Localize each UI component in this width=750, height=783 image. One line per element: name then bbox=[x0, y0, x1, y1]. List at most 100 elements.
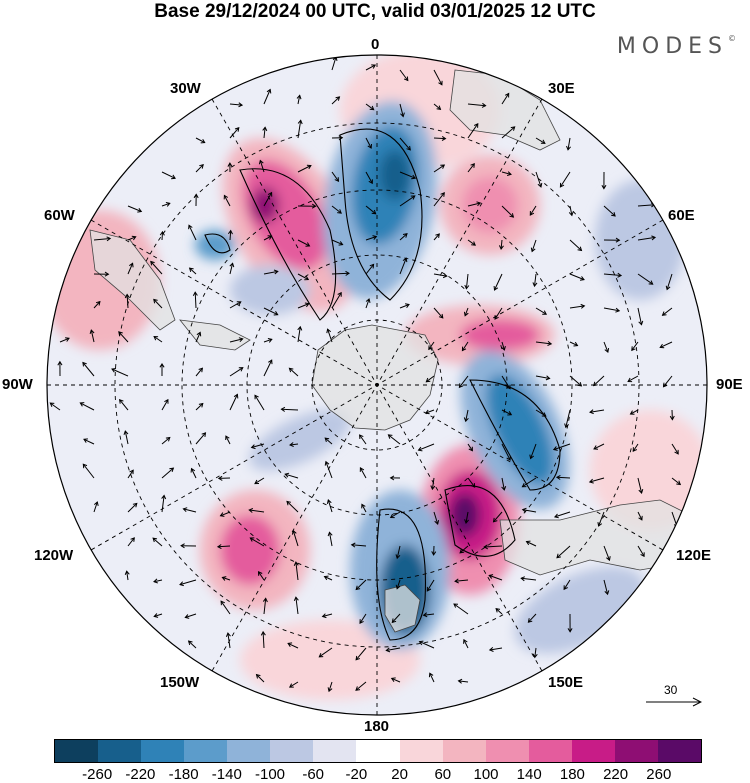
wind-vector-head bbox=[95, 300, 101, 306]
wind-vector-head bbox=[495, 607, 501, 613]
wind-vector-head bbox=[200, 138, 206, 144]
wind-vector bbox=[465, 511, 469, 524]
wind-vector-head bbox=[665, 285, 671, 291]
wind-vector bbox=[126, 571, 129, 581]
wind-vector-head bbox=[192, 291, 198, 296]
wind-vector bbox=[359, 613, 367, 624]
wind-vector-head bbox=[273, 269, 279, 275]
wind-vector-head bbox=[198, 367, 204, 373]
wind-vector-head bbox=[568, 211, 574, 217]
wind-vector-head bbox=[287, 642, 293, 647]
wind-vector bbox=[365, 264, 374, 275]
wind-vector bbox=[528, 613, 537, 623]
wind-vector bbox=[127, 503, 138, 513]
wind-vector bbox=[399, 195, 416, 207]
colorbar-tick-label: 220 bbox=[603, 766, 629, 783]
wind-vector-head bbox=[229, 262, 235, 268]
wind-vector-head bbox=[530, 247, 536, 253]
wind-vector bbox=[388, 434, 401, 445]
colorbar-tick-label: -140 bbox=[211, 766, 242, 783]
wind-vector bbox=[195, 164, 204, 173]
wind-vector bbox=[431, 477, 435, 490]
wind-vector bbox=[529, 205, 537, 216]
wind-vector bbox=[195, 432, 206, 445]
wind-vector bbox=[426, 579, 435, 592]
wind-vector-head bbox=[267, 191, 273, 197]
wind-vector-head bbox=[268, 359, 273, 365]
wind-vector-head bbox=[124, 570, 130, 575]
wind-vector-head bbox=[563, 585, 568, 591]
colorbar-tick-label: -220 bbox=[125, 766, 156, 783]
wind-vector bbox=[522, 509, 537, 513]
wind-vector bbox=[295, 562, 299, 581]
colorbar-swatch bbox=[313, 740, 357, 762]
wind-vector bbox=[467, 123, 479, 139]
colorbar-swatch bbox=[184, 740, 228, 762]
wind-vector-head bbox=[566, 145, 571, 151]
wind-vector-head bbox=[387, 434, 393, 439]
wind-vector bbox=[154, 613, 163, 617]
wind-vector bbox=[531, 239, 537, 252]
wind-vector-head bbox=[132, 502, 138, 508]
wind-vector-head bbox=[161, 494, 167, 500]
wind-vector-head bbox=[422, 612, 428, 618]
wind-vector-head bbox=[196, 331, 202, 337]
wind-vector-head bbox=[182, 507, 188, 513]
wind-vector-head bbox=[293, 561, 299, 567]
colorbar-tick-label: 140 bbox=[516, 766, 542, 783]
wind-vector bbox=[359, 434, 367, 445]
colorbar-swatch bbox=[55, 740, 99, 762]
wind-vector bbox=[324, 437, 333, 445]
wind-vector-head bbox=[453, 603, 459, 608]
lon-label-120w: 120W bbox=[34, 547, 74, 564]
wind-vector-head bbox=[221, 576, 227, 581]
wind-vector bbox=[433, 273, 447, 277]
wind-vector-head bbox=[521, 507, 527, 513]
wind-vector bbox=[663, 375, 673, 388]
wind-vector bbox=[467, 477, 476, 488]
wind-vector-head bbox=[676, 480, 682, 486]
wind-vector-head bbox=[129, 262, 134, 268]
wind-vector-head bbox=[426, 586, 432, 592]
wind-vector bbox=[453, 603, 469, 615]
wind-vector bbox=[556, 476, 571, 479]
wind-vector bbox=[365, 205, 377, 215]
wind-vector bbox=[161, 171, 176, 179]
wind-vector bbox=[327, 499, 333, 513]
colorbar-swatch bbox=[399, 740, 443, 762]
wind-vector-head bbox=[483, 544, 489, 550]
wind-vector-head bbox=[617, 272, 623, 278]
wind-vector bbox=[287, 642, 299, 649]
wind-vector bbox=[331, 205, 342, 214]
wind-vector bbox=[183, 508, 197, 513]
wind-vector bbox=[569, 341, 578, 347]
wind-vector-head bbox=[238, 367, 244, 372]
wind-vector bbox=[93, 238, 111, 241]
wind-vector bbox=[666, 273, 673, 290]
wind-vector-head bbox=[236, 301, 242, 306]
wind-vector-head bbox=[627, 377, 633, 383]
wind-vector-head bbox=[615, 237, 621, 243]
wind-vector-head bbox=[510, 126, 516, 131]
wind-vector bbox=[355, 579, 367, 590]
wind-vector bbox=[630, 409, 639, 415]
wind-vector bbox=[229, 367, 244, 377]
wind-vector-head bbox=[438, 313, 444, 319]
wind-vector bbox=[459, 375, 469, 388]
wind-vector-head bbox=[403, 76, 409, 82]
wind-vector bbox=[50, 402, 61, 411]
wind-vector bbox=[455, 579, 469, 582]
wind-vector-head bbox=[337, 291, 342, 297]
wind-vector bbox=[161, 495, 165, 513]
wind-vector-head bbox=[402, 233, 408, 238]
wind-vector-head bbox=[547, 341, 553, 346]
wind-vector-head bbox=[632, 447, 638, 453]
wind-vector bbox=[396, 545, 401, 559]
lon-label-0: 0 bbox=[371, 36, 380, 53]
wind-vector bbox=[433, 511, 439, 525]
wind-vector bbox=[493, 511, 503, 523]
wind-vector-head bbox=[473, 122, 479, 128]
wind-vector-head bbox=[592, 381, 598, 387]
wind-vector bbox=[501, 205, 514, 218]
wind-vector bbox=[671, 443, 679, 455]
